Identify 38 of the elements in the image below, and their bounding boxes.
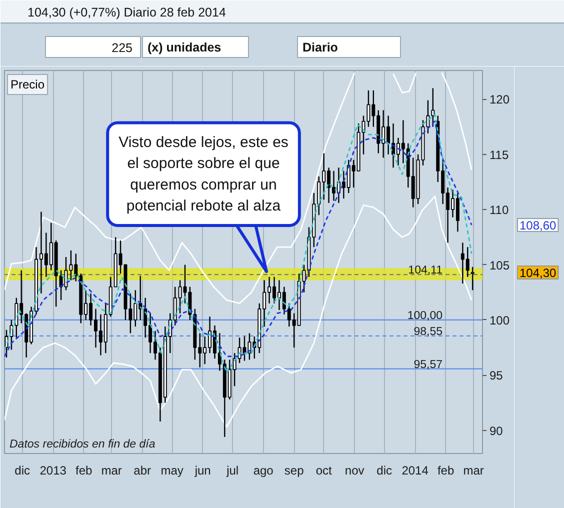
x-tick-label: feb <box>75 464 93 478</box>
x-tick-label: abr <box>134 464 152 478</box>
candlestick <box>470 266 474 291</box>
y-tick-label: 115 <box>490 148 509 162</box>
text: Diario <box>302 40 338 54</box>
line-series <box>4 196 472 428</box>
ref-line-label: 98,55 <box>414 326 443 338</box>
x-tick-label: mar <box>101 464 122 478</box>
x-tick-label: 2014 <box>402 464 429 478</box>
x-tick-label: sep <box>284 464 304 478</box>
text: 225 <box>112 41 133 55</box>
x-tick-label: oct <box>316 464 332 478</box>
ref-line-label: 95,57 <box>414 358 443 371</box>
x-tick-label: dic <box>14 464 30 478</box>
y-tick-label: 120 <box>490 92 510 107</box>
y-tick-label: 110 <box>490 203 509 218</box>
x-tick-label: 2013 <box>40 464 67 478</box>
x-tick-label: jun <box>194 464 211 478</box>
x-tick-label: dic <box>376 464 392 478</box>
x-tick-label: ago <box>253 464 274 478</box>
x-tick-label: mar <box>463 464 484 478</box>
y-tick-label: 105 <box>490 258 510 272</box>
y-tick-label: 90 <box>490 424 504 438</box>
x-tick-label: may <box>160 464 184 478</box>
annotation: Visto desde lejos, este es el soporte sobre el que queremos comprar un potencial rebote al alza <box>118 134 288 214</box>
x-tick-label: nov <box>344 464 364 478</box>
chart-title: 104,30 (+0,77%) Diario 28 feb 2014 <box>28 6 226 20</box>
ref-line-label: 104,11 <box>408 264 443 277</box>
x-tick-label: feb <box>437 464 454 478</box>
text: 104,30 <box>520 266 557 280</box>
annotation: Precio <box>10 78 45 92</box>
annotation: Datos recibidos en fin de día <box>10 438 156 450</box>
text: 108,60 <box>520 218 557 233</box>
y-tick-label: 100 <box>490 313 510 328</box>
y-tick-label: 95 <box>490 368 504 383</box>
x-tick-label: jul <box>226 464 239 478</box>
text: (x) unidades <box>148 40 222 54</box>
ref-line-label: 100,00 <box>407 310 443 322</box>
